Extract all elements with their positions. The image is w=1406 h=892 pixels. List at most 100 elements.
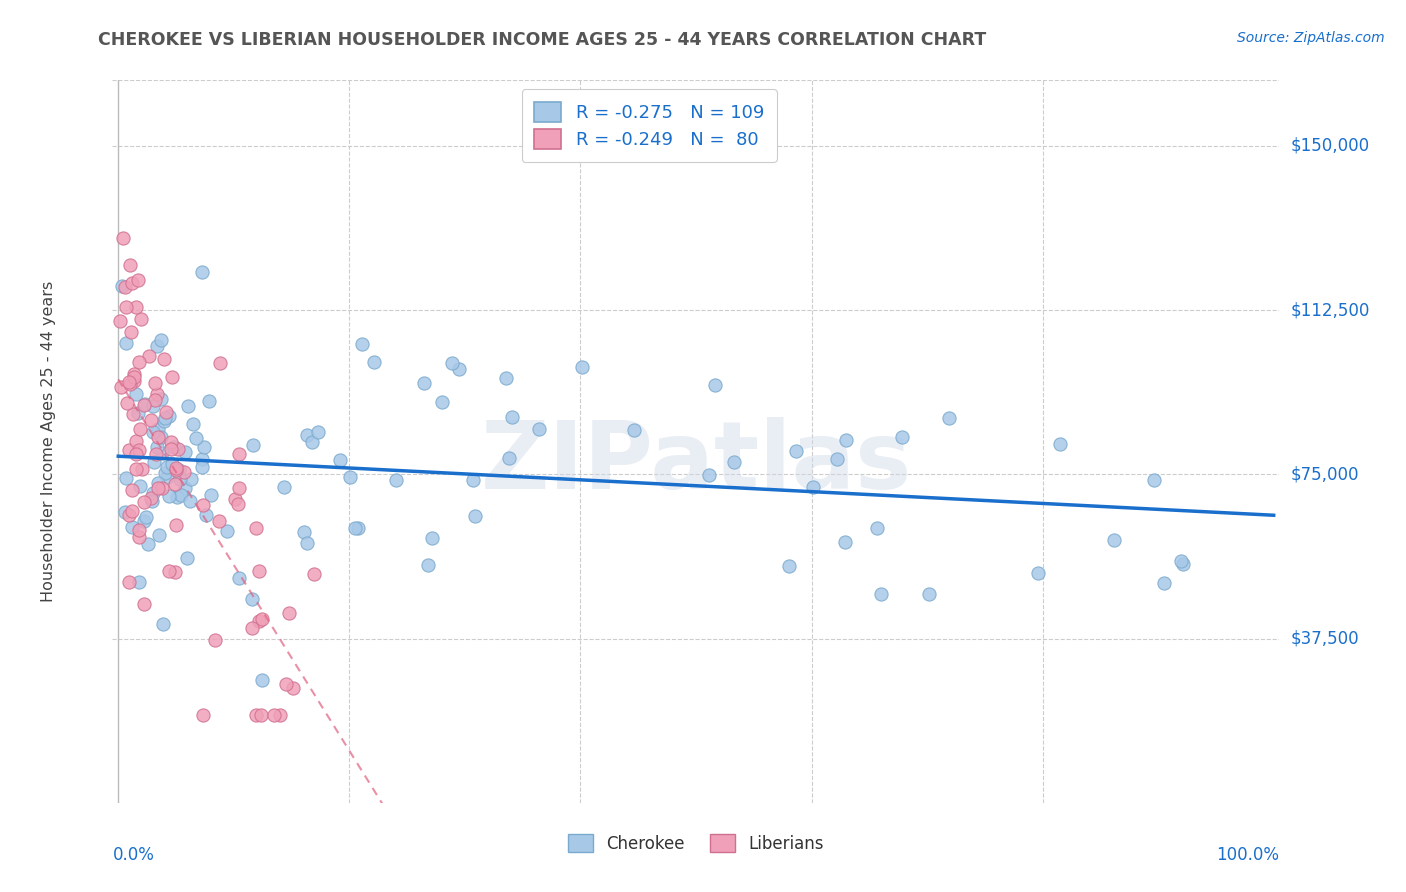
Point xyxy=(122,369,145,384)
Point xyxy=(143,455,166,469)
Point xyxy=(139,413,162,427)
Point xyxy=(167,442,190,456)
Point xyxy=(247,614,270,628)
Point xyxy=(281,681,304,695)
Point xyxy=(141,494,163,508)
Point xyxy=(110,314,132,328)
Point xyxy=(132,398,155,412)
Point xyxy=(1049,437,1071,451)
Point xyxy=(148,422,170,436)
Point xyxy=(128,354,150,368)
Point xyxy=(273,480,295,494)
Point xyxy=(228,481,250,495)
Point xyxy=(527,422,550,436)
Point xyxy=(117,375,139,389)
Point xyxy=(228,447,250,461)
Point xyxy=(250,612,273,626)
Point xyxy=(125,300,148,314)
Point xyxy=(142,400,165,414)
Point xyxy=(152,616,174,631)
Point xyxy=(866,521,889,535)
Point xyxy=(128,443,150,458)
Point xyxy=(159,442,181,457)
Point xyxy=(118,575,141,590)
Point xyxy=(150,333,173,347)
Point xyxy=(148,481,170,495)
Point xyxy=(207,514,229,528)
Point xyxy=(170,488,193,502)
Point xyxy=(121,483,143,497)
Point xyxy=(118,443,141,458)
Point xyxy=(250,708,273,723)
Point xyxy=(195,508,218,523)
Point xyxy=(128,530,150,544)
Point xyxy=(120,326,142,340)
Point xyxy=(242,438,264,452)
Point xyxy=(697,467,720,482)
Point xyxy=(449,362,471,376)
Point xyxy=(571,359,593,374)
Point xyxy=(118,259,141,273)
Point xyxy=(441,356,464,370)
Point xyxy=(1102,533,1125,547)
Point xyxy=(142,425,165,439)
Point xyxy=(131,312,153,326)
Point xyxy=(128,574,150,589)
Text: $75,000: $75,000 xyxy=(1291,466,1360,483)
Point xyxy=(184,431,207,445)
Point xyxy=(163,565,186,579)
Point xyxy=(295,428,318,442)
Point xyxy=(274,676,297,690)
Point xyxy=(146,387,169,401)
Point xyxy=(149,429,172,443)
Point xyxy=(153,414,176,428)
Point xyxy=(132,597,155,611)
Point xyxy=(157,564,180,578)
Point xyxy=(115,396,138,410)
Point xyxy=(174,445,197,459)
Text: $112,500: $112,500 xyxy=(1291,301,1369,319)
Point xyxy=(834,535,856,549)
Point xyxy=(191,265,214,279)
Point xyxy=(173,465,195,479)
Point xyxy=(217,524,239,539)
Point xyxy=(153,467,176,481)
Point xyxy=(121,276,143,290)
Point xyxy=(352,336,374,351)
Point xyxy=(302,567,325,582)
Point xyxy=(110,379,132,393)
Point xyxy=(114,280,136,294)
Point xyxy=(495,371,517,385)
Point xyxy=(870,587,893,601)
Point xyxy=(134,495,156,509)
Point xyxy=(723,455,745,469)
Point xyxy=(129,479,152,493)
Point xyxy=(263,708,285,723)
Point xyxy=(146,476,169,491)
Point xyxy=(307,425,329,439)
Point xyxy=(1153,576,1175,591)
Point xyxy=(294,524,316,539)
Point xyxy=(918,586,941,600)
Point xyxy=(156,460,179,475)
Text: 100.0%: 100.0% xyxy=(1216,847,1279,864)
Point xyxy=(115,471,138,485)
Point xyxy=(339,469,361,483)
Point xyxy=(122,374,145,388)
Point xyxy=(200,488,222,502)
Point xyxy=(163,440,186,454)
Point xyxy=(165,463,187,477)
Point xyxy=(128,523,150,537)
Point xyxy=(115,336,138,351)
Point xyxy=(430,395,453,409)
Text: $150,000: $150,000 xyxy=(1291,137,1369,155)
Point xyxy=(156,470,179,484)
Point xyxy=(115,301,138,315)
Point xyxy=(157,489,180,503)
Point xyxy=(416,558,439,573)
Point xyxy=(150,481,173,495)
Point xyxy=(623,423,645,437)
Point xyxy=(827,452,849,467)
Point xyxy=(240,621,263,635)
Point xyxy=(191,452,214,467)
